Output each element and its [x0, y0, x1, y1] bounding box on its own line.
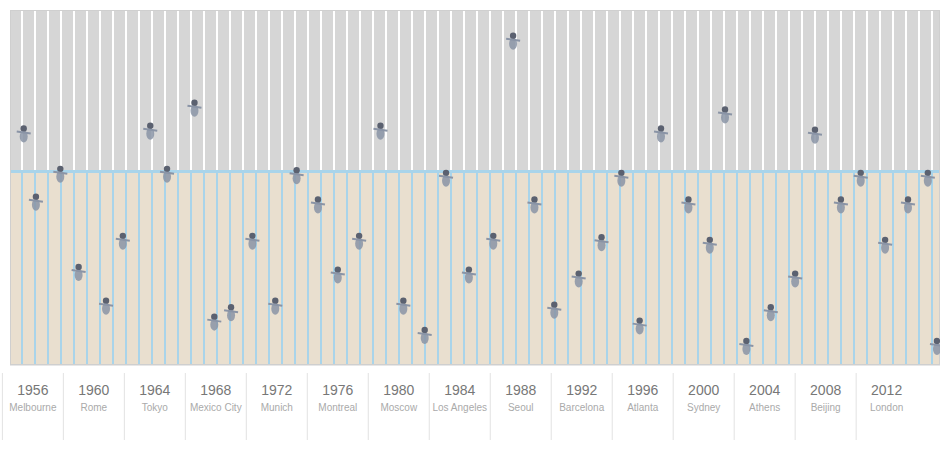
svg-text:2000: 2000 — [688, 382, 719, 398]
svg-text:Munich: Munich — [261, 402, 293, 413]
svg-text:London: London — [870, 402, 903, 413]
svg-text:Rome: Rome — [81, 402, 108, 413]
svg-text:2012: 2012 — [871, 382, 902, 398]
svg-text:1988: 1988 — [505, 382, 536, 398]
svg-text:Barcelona: Barcelona — [559, 402, 604, 413]
svg-text:Melbourne: Melbourne — [9, 402, 57, 413]
svg-text:1956: 1956 — [17, 382, 48, 398]
svg-text:Montreal: Montreal — [318, 402, 357, 413]
svg-text:1972: 1972 — [261, 382, 292, 398]
svg-text:1960: 1960 — [78, 382, 109, 398]
svg-text:2004: 2004 — [749, 382, 780, 398]
svg-text:1984: 1984 — [444, 382, 475, 398]
svg-text:Seoul: Seoul — [508, 402, 534, 413]
svg-text:Beijing: Beijing — [811, 402, 841, 413]
svg-text:1976: 1976 — [322, 382, 353, 398]
svg-text:Moscow: Moscow — [380, 402, 417, 413]
svg-text:Mexico City: Mexico City — [190, 402, 242, 413]
svg-text:1968: 1968 — [200, 382, 231, 398]
svg-text:Athens: Athens — [749, 402, 780, 413]
svg-text:1996: 1996 — [627, 382, 658, 398]
svg-text:Sydney: Sydney — [687, 402, 720, 413]
svg-text:1992: 1992 — [566, 382, 597, 398]
svg-text:1980: 1980 — [383, 382, 414, 398]
svg-text:1964: 1964 — [139, 382, 170, 398]
svg-text:2008: 2008 — [810, 382, 841, 398]
svg-text:Atlanta: Atlanta — [627, 402, 659, 413]
svg-text:Tokyo: Tokyo — [142, 402, 169, 413]
svg-text:Los Angeles: Los Angeles — [433, 402, 488, 413]
